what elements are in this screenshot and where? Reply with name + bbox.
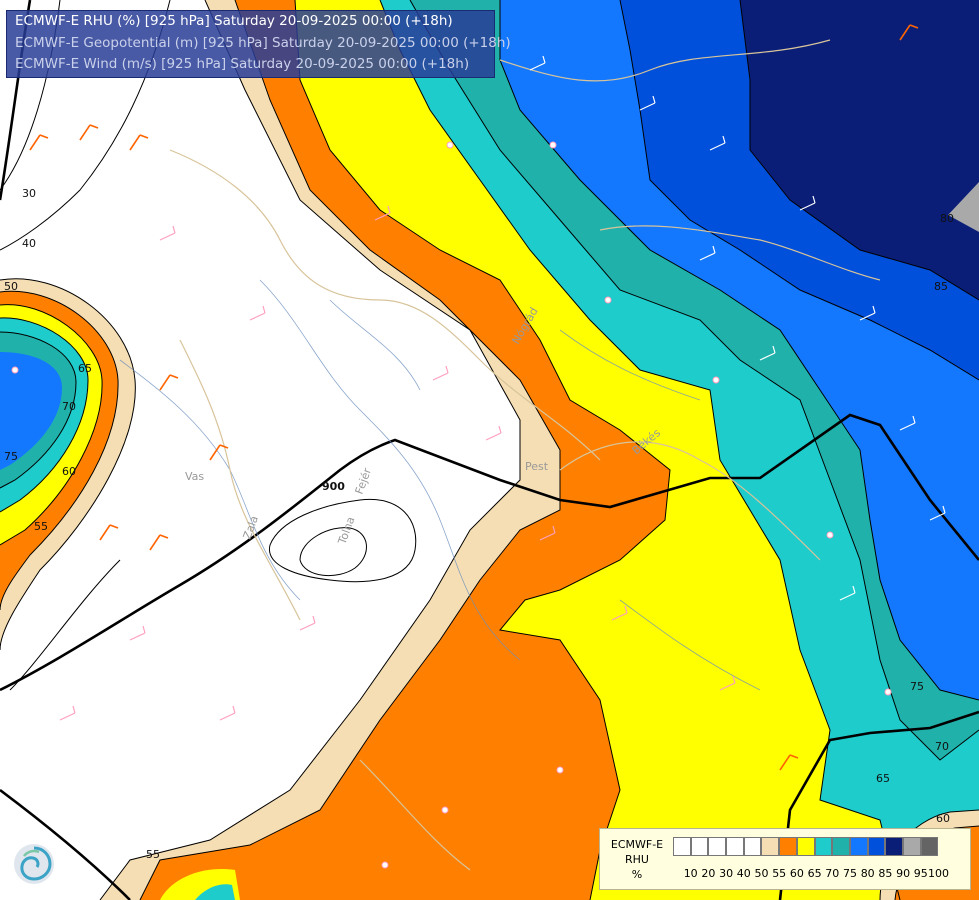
legend-swatch: [920, 837, 939, 856]
legend-swatches: [673, 837, 939, 856]
legend-tick-label: 20: [701, 867, 716, 880]
legend-tick-label: 10: [683, 867, 698, 880]
wind-barbs-light: [59, 205, 736, 721]
legend-swatch: [885, 837, 903, 856]
place-label-fejer: Fejér: [353, 466, 375, 496]
legend-tick-label: 80: [860, 867, 875, 880]
contour-label-50: 50: [4, 280, 18, 293]
legend-tick-label: 60: [789, 867, 804, 880]
legend-tick-label: 65: [807, 867, 822, 880]
place-label-vas: Vas: [185, 470, 204, 483]
contour-label-65: 65: [78, 362, 92, 375]
contour-label-40: 40: [22, 237, 36, 250]
legend-tick-label: 90: [896, 867, 911, 880]
legend-tick-label: 30: [719, 867, 734, 880]
legend-swatch: [726, 837, 744, 856]
legend-tick-label: 50: [754, 867, 769, 880]
contour-label-85: 85: [934, 280, 948, 293]
contour-label-80: 80: [940, 212, 954, 225]
rhu-band-95: [948, 182, 979, 232]
title-geopotential: ECMWF-E Geopotential (m) [925 hPa] Satur…: [15, 35, 511, 51]
legend-swatch: [902, 837, 921, 856]
legend-swatch: [867, 837, 886, 856]
legend-ticks: 10 20 30 40 50 55 60 65 70 75 80 85 90 95 100: [673, 867, 973, 881]
legend-tick-label: 100: [928, 867, 949, 880]
contour-label-30: 30: [22, 187, 36, 200]
legend-swatch: [849, 837, 868, 856]
contour-label-70: 70: [62, 400, 76, 413]
place-label-zala: Zala: [241, 514, 261, 541]
legend-label-unit: %: [631, 868, 643, 881]
contour-label-70b: 70: [935, 740, 949, 753]
legend-tick-label: 75: [843, 867, 857, 880]
legend-tick-label: 85: [878, 867, 893, 880]
legend-swatch: [796, 837, 815, 856]
legend-tick-label: 95: [913, 867, 928, 880]
legend-label-variable: RHU: [625, 853, 649, 866]
calm-circles: [11, 141, 892, 869]
contour-label-65b: 65: [876, 772, 890, 785]
country-borders: [169, 39, 881, 871]
legend-label: ECMWF-E RHU %: [604, 837, 670, 882]
contour-label-55b: 55: [146, 848, 160, 861]
contour-label-55: 55: [34, 520, 48, 533]
map-title-box: ECMWF-E RHU (%) [925 hPa] Saturday 20-09…: [6, 10, 511, 78]
title-rhu: ECMWF-E RHU (%) [925 hPa] Saturday 20-09…: [15, 13, 453, 29]
legend-swatch: [690, 837, 709, 856]
title-wind: ECMWF-E Wind (m/s) [925 hPa] Saturday 20…: [15, 56, 470, 72]
legend-swatch: [673, 837, 691, 856]
logo-icon: [14, 844, 54, 884]
contour-label-75: 75: [4, 450, 18, 463]
color-legend: ECMWF-E RHU % 10 20 30 40 50 55 60 65 70 75 80 85 90…: [599, 828, 971, 890]
legend-tick-label: 40: [736, 867, 751, 880]
legend-swatch: [761, 837, 780, 856]
contour-label-75b: 75: [910, 680, 924, 693]
legend-swatch: [779, 837, 797, 856]
legend-tick-label: 70: [825, 867, 840, 880]
legend-swatch: [743, 837, 762, 856]
wind-barbs-orange: [29, 24, 919, 771]
legend-swatch: [814, 837, 833, 856]
legend-swatch: [708, 837, 727, 856]
legend-tick-label: 55: [772, 867, 787, 880]
rhu-band-90: [740, 0, 979, 300]
contour-label-60: 60: [62, 465, 76, 478]
legend-swatch: [832, 837, 850, 856]
wind-barbs-white: [529, 55, 946, 601]
contour-label-60b: 60: [936, 812, 950, 825]
geopotential-label-900: 900: [322, 480, 345, 493]
rhu-bubble-80: [0, 352, 62, 470]
place-label-tolna: Tolna: [335, 515, 357, 547]
legend-label-model: ECMWF-E: [610, 838, 664, 851]
rhu-strip-bottom-cyan: [195, 884, 235, 900]
place-label-pest: Pest: [525, 460, 549, 473]
